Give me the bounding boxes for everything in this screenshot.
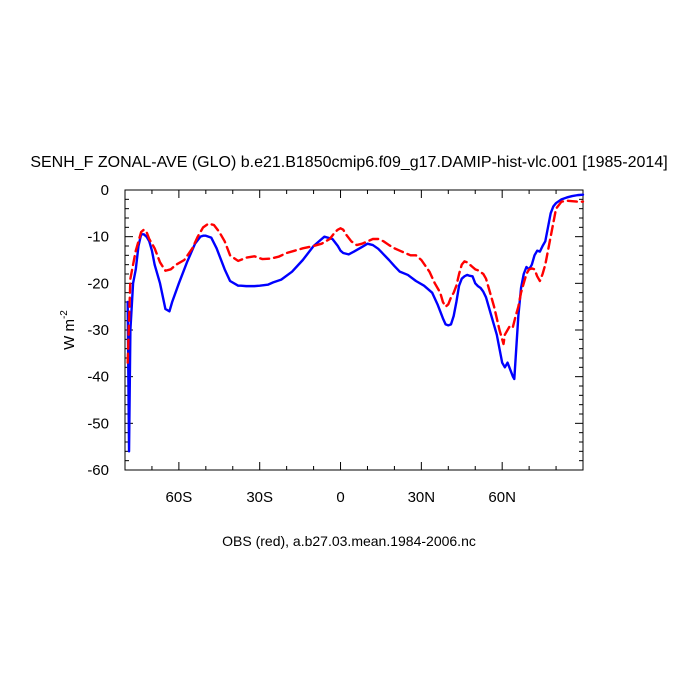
y-tick-label: -60 <box>87 462 109 479</box>
chart-caption: OBS (red), a.b27.03.mean.1984-2006.nc <box>222 533 476 549</box>
chart-title: SENH_F ZONAL-AVE (GLO) b.e21.B1850cmip6.… <box>30 154 667 171</box>
x-tick-label: 30N <box>408 489 436 506</box>
y-tick-label: -10 <box>87 229 109 246</box>
x-tick-label: 60N <box>488 489 516 506</box>
y-axis-label-text: W m <box>61 319 78 350</box>
y-tick-label: -40 <box>87 369 109 386</box>
series-line-red <box>126 199 585 364</box>
x-tick-label: 60S <box>166 489 193 506</box>
y-tick-label: 0 <box>101 182 109 199</box>
x-ticks: 60S 30S 0 30N 60N <box>124 190 584 506</box>
y-axis-label: W m-2 <box>59 310 78 350</box>
y-tick-label: -50 <box>87 415 109 432</box>
series-layer <box>126 193 585 453</box>
y-tick-label: -30 <box>87 322 109 339</box>
y-tick-label: -20 <box>87 275 109 292</box>
y-axis-label-superscript: -2 <box>59 310 70 319</box>
x-tick-label: 0 <box>336 489 344 506</box>
x-tick-label: 30S <box>246 489 273 506</box>
plot-frame <box>124 189 584 471</box>
